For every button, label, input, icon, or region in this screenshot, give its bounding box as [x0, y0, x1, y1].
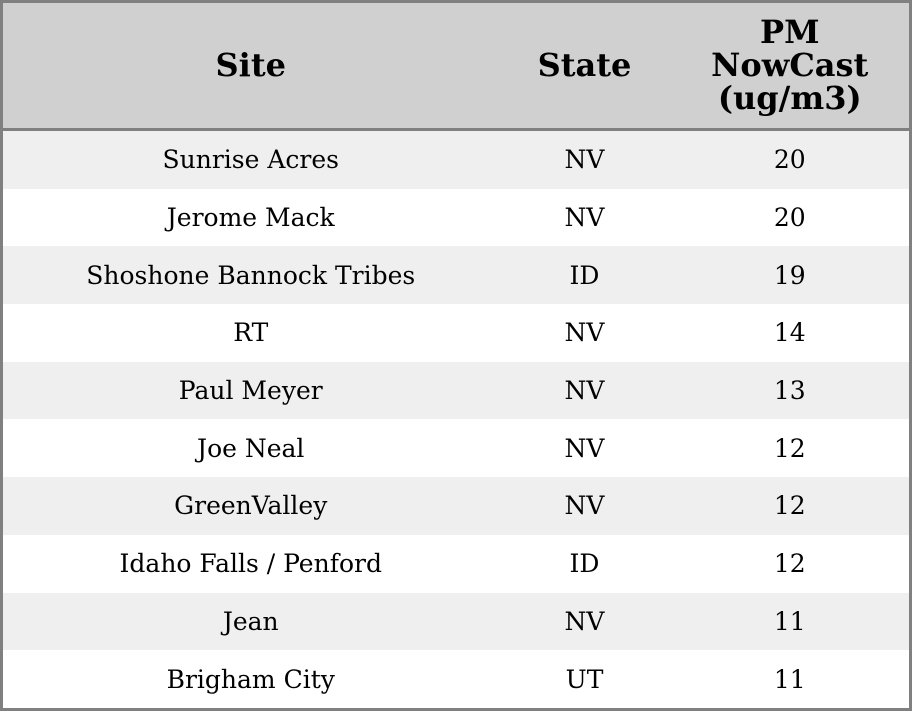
table-row: Joe Neal NV 12 [1, 419, 911, 478]
cell-pm: 14 [670, 304, 911, 362]
cell-state: UT [498, 650, 671, 710]
cell-state: NV [498, 188, 671, 247]
table-row: Jean NV 11 [1, 592, 911, 651]
cell-pm: 11 [670, 592, 911, 651]
cell-site: Sunrise Acres [1, 129, 499, 189]
cell-pm: 12 [670, 534, 911, 593]
table-row: GreenValley NV 12 [1, 477, 911, 535]
table-row: Idaho Falls / Penford ID 12 [1, 534, 911, 593]
cell-site: GreenValley [1, 477, 499, 535]
cell-state: NV [498, 592, 671, 651]
header-row: Site State PM NowCast (ug/m3) [1, 1, 911, 131]
cell-site: Joe Neal [1, 419, 499, 478]
table-row: RT NV 14 [1, 304, 911, 362]
cell-site: Jerome Mack [1, 188, 499, 247]
cell-site: RT [1, 304, 499, 362]
header-state: State [498, 1, 671, 131]
cell-pm: 12 [670, 477, 911, 535]
cell-pm: 12 [670, 419, 911, 478]
cell-pm: 13 [670, 361, 911, 420]
cell-site: Jean [1, 592, 499, 651]
table-row: Jerome Mack NV 20 [1, 188, 911, 247]
table-row: Paul Meyer NV 13 [1, 361, 911, 420]
cell-site: Shoshone Bannock Tribes [1, 246, 499, 305]
table-row: Shoshone Bannock Tribes ID 19 [1, 246, 911, 305]
header-pm: PM NowCast (ug/m3) [670, 1, 911, 131]
cell-site: Paul Meyer [1, 361, 499, 420]
cell-site: Brigham City [1, 650, 499, 710]
header-site: Site [1, 1, 499, 131]
cell-state: NV [498, 477, 671, 535]
cell-state: NV [498, 129, 671, 189]
cell-state: NV [498, 304, 671, 362]
cell-site: Idaho Falls / Penford [1, 534, 499, 593]
cell-pm: 20 [670, 188, 911, 247]
cell-pm: 19 [670, 246, 911, 305]
cell-state: NV [498, 419, 671, 478]
cell-pm: 20 [670, 129, 911, 189]
cell-state: ID [498, 246, 671, 305]
cell-state: NV [498, 361, 671, 420]
table-row: Sunrise Acres NV 20 [1, 129, 911, 189]
table-row: Brigham City UT 11 [1, 650, 911, 710]
cell-state: ID [498, 534, 671, 593]
cell-pm: 11 [670, 650, 911, 710]
